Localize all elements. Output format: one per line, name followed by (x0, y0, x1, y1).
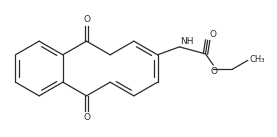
Text: O: O (83, 15, 90, 25)
Text: O: O (209, 30, 216, 39)
Text: O: O (210, 67, 217, 76)
Text: NH: NH (180, 37, 193, 46)
Text: CH₃: CH₃ (249, 55, 265, 64)
Text: O: O (83, 112, 90, 122)
